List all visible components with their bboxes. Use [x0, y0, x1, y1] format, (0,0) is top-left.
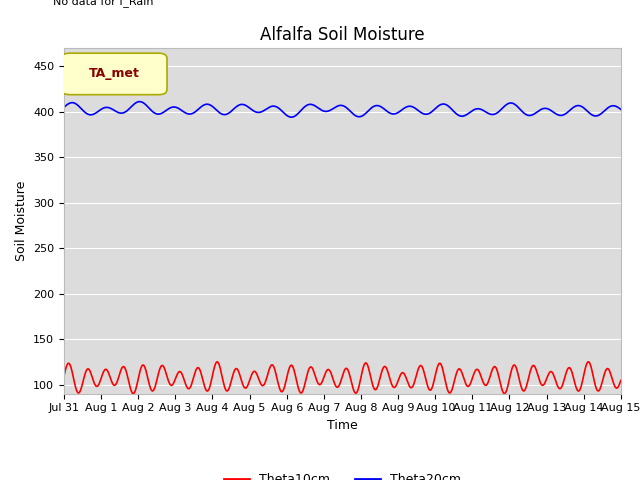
FancyBboxPatch shape — [61, 53, 167, 95]
Y-axis label: Soil Moisture: Soil Moisture — [15, 180, 28, 261]
Title: Alfalfa Soil Moisture: Alfalfa Soil Moisture — [260, 25, 425, 44]
Text: TA_met: TA_met — [89, 67, 140, 81]
Text: No data for f_Rain: No data for f_Rain — [53, 0, 154, 7]
Legend: Theta10cm, Theta20cm: Theta10cm, Theta20cm — [219, 468, 466, 480]
X-axis label: Time: Time — [327, 419, 358, 432]
